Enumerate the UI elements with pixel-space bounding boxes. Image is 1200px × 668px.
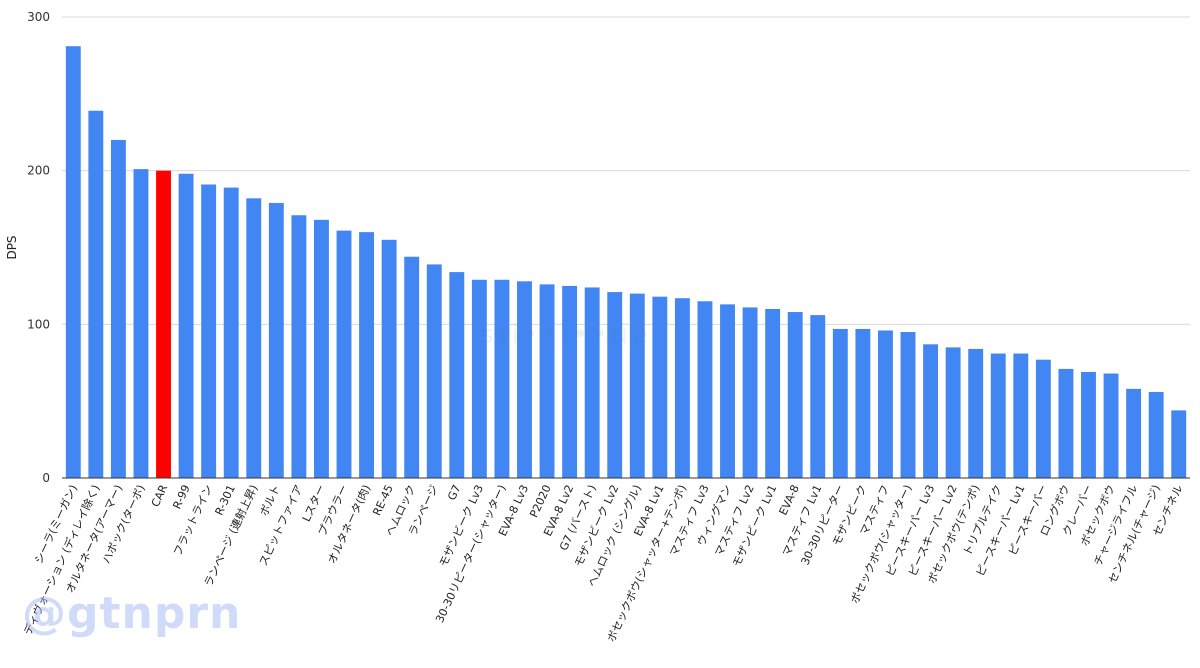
bar	[494, 279, 510, 478]
bar	[156, 170, 171, 479]
bar	[268, 202, 284, 478]
bar	[539, 284, 555, 478]
bar	[110, 139, 126, 478]
bar	[855, 328, 871, 478]
bar	[471, 279, 487, 478]
bar	[990, 353, 1006, 478]
bar	[1126, 388, 1142, 478]
y-axis-label: DPS	[5, 235, 19, 259]
bar	[336, 230, 352, 478]
bar	[65, 46, 81, 478]
bar	[1103, 373, 1119, 478]
bar	[426, 264, 442, 478]
bar	[787, 312, 803, 478]
bar	[697, 301, 713, 478]
bar	[720, 304, 735, 478]
x-category-label: G7	[445, 483, 463, 503]
bar	[1013, 353, 1029, 478]
bar	[674, 298, 690, 478]
x-category-label: R-99	[170, 483, 192, 511]
bar	[517, 281, 532, 478]
bar	[88, 110, 104, 479]
bar	[629, 293, 645, 478]
bar	[900, 332, 916, 478]
bar	[133, 169, 149, 478]
bar	[562, 285, 578, 478]
bar	[291, 215, 307, 479]
bar	[810, 315, 826, 478]
bar	[178, 173, 194, 479]
bar	[652, 296, 668, 478]
bar	[968, 348, 984, 478]
bar	[1148, 391, 1164, 478]
y-axis-tick-labels: 0 100 200 300	[27, 10, 50, 485]
y-tick-label: 100	[27, 317, 50, 331]
bar	[832, 328, 848, 478]
x-axis-category-labels: シーラ(ミーガン)ディヴォーション (ディレイ除く)オルタネータ(アーマー)ハボ…	[20, 482, 1185, 644]
y-tick-label: 300	[27, 10, 50, 24]
bar	[1081, 371, 1096, 478]
bar	[449, 272, 465, 478]
bar	[945, 347, 961, 478]
bar	[1058, 368, 1074, 478]
bar	[1171, 410, 1187, 478]
bars	[65, 46, 1187, 479]
x-category-label: スピットファイア	[257, 483, 306, 568]
bar	[765, 308, 781, 478]
bar	[201, 184, 217, 478]
bar	[878, 330, 893, 478]
bar	[742, 307, 758, 478]
bar	[223, 187, 239, 478]
bar	[314, 219, 329, 478]
bar	[1035, 359, 1051, 478]
bar	[584, 287, 600, 478]
bar	[359, 232, 375, 478]
bar	[404, 256, 420, 478]
bar	[246, 198, 262, 478]
bar	[923, 344, 939, 478]
x-category-label: CAR	[149, 482, 171, 509]
bar	[607, 292, 623, 478]
bar	[381, 239, 397, 478]
y-tick-label: 200	[27, 164, 50, 178]
y-tick-label: 0	[42, 471, 50, 485]
